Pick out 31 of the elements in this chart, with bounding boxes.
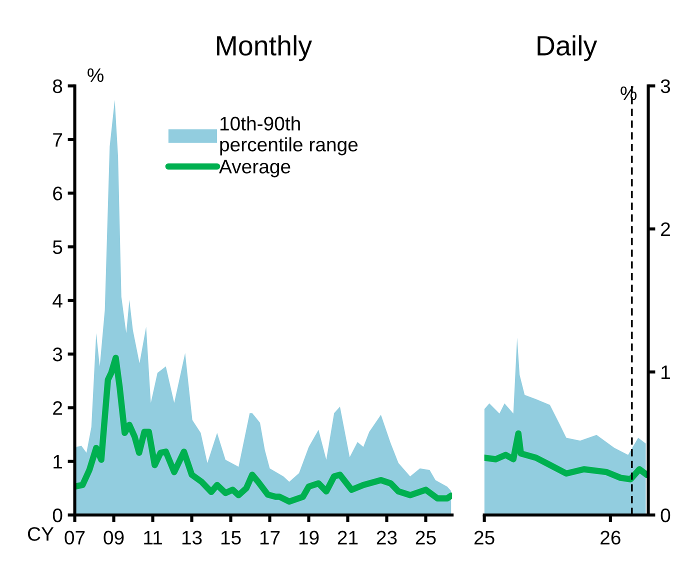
x-tick-label: 11 [144,530,162,544]
chart-title: Monthly [217,35,312,62]
chart-title: Daily [538,35,598,62]
x-tick-label: 25 [474,530,494,545]
y-tick-label: 5 [52,240,62,254]
x-tick-label: 07 [64,530,85,545]
x-tick-label: 17 [260,530,280,544]
x-tick-label: 19 [299,530,319,545]
legend-label: Average [219,160,290,178]
x-tick-label: 26 [600,530,620,545]
y-tick-label: 2 [53,401,62,415]
y-tick-label: 6 [53,186,62,200]
y-tick-label: 1 [54,455,62,468]
x-tick-label: 13 [182,530,202,545]
legend-label: 10th-90th percentile range [220,116,358,156]
x-tick-label: 21 [338,530,358,544]
x-tick-label: 09 [104,530,124,545]
y-tick-label: 1 [662,366,670,380]
y-tick-label: 7 [53,133,62,147]
x-tick-label: 25 [416,530,436,545]
text: CY [28,527,54,541]
x-tick-label: 15 [221,530,241,545]
y-tick-label: 3 [52,348,62,362]
y-axis-title: % [88,68,104,82]
y-tick-label: 0 [660,508,670,522]
y-tick-label: 4 [52,294,62,308]
y-tick-label: 2 [661,222,670,236]
y-tick-label: 3 [660,79,670,94]
y-tick-label: 8 [53,79,62,94]
y-tick-label: 0 [52,508,62,522]
x-tick-label: 23 [376,530,397,545]
